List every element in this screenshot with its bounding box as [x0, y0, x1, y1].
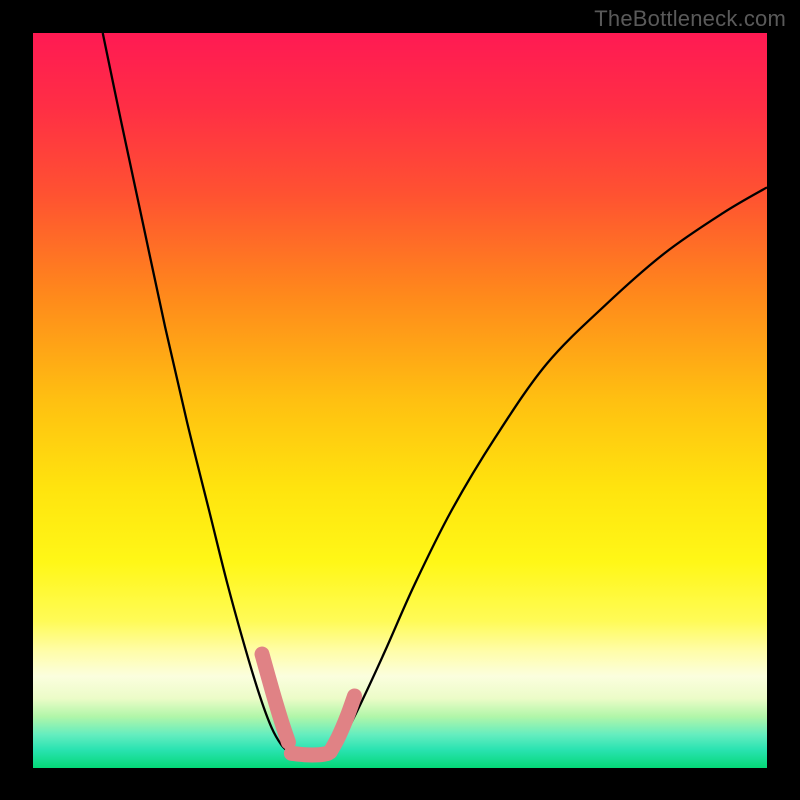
- plot-gradient-background: [33, 33, 767, 768]
- watermark-text: TheBottleneck.com: [594, 6, 786, 32]
- pink-mark-segment: [291, 753, 328, 755]
- chart-container: TheBottleneck.com: [0, 0, 800, 800]
- chart-svg: [0, 0, 800, 800]
